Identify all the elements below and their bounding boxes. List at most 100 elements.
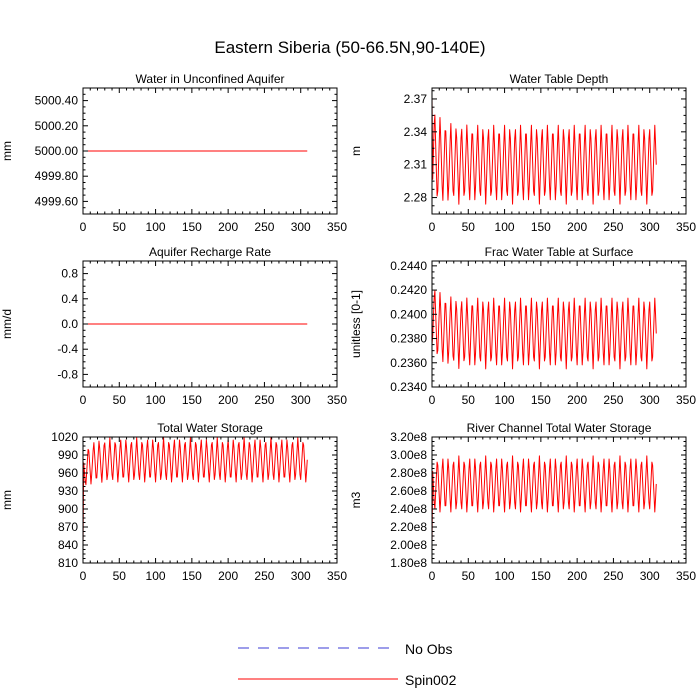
x-tick-label: 0 xyxy=(429,220,436,234)
y-tick-label: 0.0 xyxy=(61,317,78,331)
x-tick-label: 50 xyxy=(462,393,476,407)
panel-5: Total Water Storage mm 0 50 100 150 200 250 300 3… xyxy=(0,421,347,583)
legend-no-obs-label: No Obs xyxy=(405,641,452,657)
x-tick-label: 150 xyxy=(182,220,202,234)
panel-title: Frac Water Table at Surface xyxy=(485,245,634,259)
x-tick-label: 200 xyxy=(218,220,238,234)
y-tick-label: 5000.00 xyxy=(35,144,79,158)
panels: Water in Unconfined Aquifer mm 0 50 100 150 20… xyxy=(0,72,696,583)
x-tick-label: 100 xyxy=(495,569,515,583)
x-tick-label: 300 xyxy=(640,393,660,407)
x-tick-label: 250 xyxy=(603,220,623,234)
y-tick-label: 0.4 xyxy=(61,292,78,306)
y-tick-label: 0.2420 xyxy=(390,283,427,297)
x-tick-label: 350 xyxy=(327,569,347,583)
x-tick-label: 0 xyxy=(80,220,87,234)
x-tick-label: 250 xyxy=(254,393,274,407)
x-tick-label: 300 xyxy=(640,220,660,234)
x-tick-label: 350 xyxy=(676,569,696,583)
y-tick-label: 2.37 xyxy=(404,92,428,106)
x-tick-label: 0 xyxy=(429,393,436,407)
y-tick-label: 2.40e8 xyxy=(390,502,427,516)
panel-title: Aquifer Recharge Rate xyxy=(149,245,271,259)
x-tick-label: 150 xyxy=(531,393,551,407)
x-tick-label: 250 xyxy=(254,220,274,234)
x-tick-label: 50 xyxy=(113,569,127,583)
y-tick-label: 810 xyxy=(58,556,78,570)
y-tick-label: 2.00e8 xyxy=(390,538,427,552)
x-tick-label: 300 xyxy=(291,393,311,407)
y-tick-label: 840 xyxy=(58,538,78,552)
x-tick-label: 0 xyxy=(429,569,436,583)
x-tick-label: 300 xyxy=(291,569,311,583)
y-tick-label: 2.60e8 xyxy=(390,484,427,498)
series-line-spin002 xyxy=(82,437,308,547)
x-tick-label: 100 xyxy=(495,220,515,234)
figure-title: Eastern Siberia (50-66.5N,90-140E) xyxy=(214,38,485,57)
y-tick-label: 1.80e8 xyxy=(390,556,427,570)
x-tick-label: 250 xyxy=(254,569,274,583)
y-tick-label: 0.2360 xyxy=(390,356,427,370)
x-tick-label: 350 xyxy=(327,220,347,234)
x-tick-label: 150 xyxy=(182,569,202,583)
x-tick-label: 150 xyxy=(182,393,202,407)
y-tick-label: 4999.80 xyxy=(35,169,79,183)
y-tick-label: 2.31 xyxy=(404,158,428,172)
x-tick-label: 250 xyxy=(603,569,623,583)
y-axis-label: mm/d xyxy=(0,309,14,339)
x-tick-label: 50 xyxy=(462,220,476,234)
y-tick-label: 0.2340 xyxy=(390,380,427,394)
y-axis-label: unitless [0-1] xyxy=(349,290,363,358)
x-tick-label: 50 xyxy=(113,393,127,407)
panel-2: Water Table Depth m 0 50 100 150 200 250 300 350 2… xyxy=(349,72,696,234)
y-axis-label: m xyxy=(349,146,363,156)
x-tick-label: 200 xyxy=(567,393,587,407)
y-tick-label: 3.20e8 xyxy=(390,430,427,444)
y-tick-label: 900 xyxy=(58,502,78,516)
plot-frame xyxy=(431,260,687,388)
y-axis-label: mm xyxy=(0,141,14,161)
x-tick-label: 200 xyxy=(218,569,238,583)
x-tick-label: 350 xyxy=(676,393,696,407)
legend-spin002-label: Spin002 xyxy=(405,672,457,688)
series-line-spin002 xyxy=(431,290,657,370)
y-tick-label: 870 xyxy=(58,520,78,534)
legend: No Obs Spin002 xyxy=(238,641,457,688)
x-tick-label: 150 xyxy=(531,569,551,583)
x-tick-label: 0 xyxy=(80,569,87,583)
x-tick-label: 200 xyxy=(567,220,587,234)
x-tick-label: 350 xyxy=(676,220,696,234)
x-tick-label: 150 xyxy=(531,220,551,234)
y-tick-label: 0.2400 xyxy=(390,307,427,321)
x-tick-label: 300 xyxy=(291,220,311,234)
y-tick-label: 2.28 xyxy=(404,191,428,205)
y-tick-label: 4999.60 xyxy=(35,194,79,208)
x-tick-label: 50 xyxy=(113,220,127,234)
x-tick-label: 250 xyxy=(603,393,623,407)
plot-frame xyxy=(431,87,687,215)
y-tick-label: 2.80e8 xyxy=(390,466,427,480)
panel-3: Aquifer Recharge Rate mm/d 0 50 100 150 200 250… xyxy=(0,245,347,407)
y-tick-label: -0.8 xyxy=(57,367,78,381)
y-tick-label: 1020 xyxy=(51,430,78,444)
x-tick-label: 350 xyxy=(327,393,347,407)
panel-title: Total Water Storage xyxy=(157,421,263,435)
y-tick-label: -0.4 xyxy=(57,342,78,356)
y-axis-label: mm xyxy=(0,490,14,510)
y-tick-label: 960 xyxy=(58,466,78,480)
x-tick-label: 100 xyxy=(146,393,166,407)
series-line-spin002 xyxy=(431,455,657,546)
panel-title: Water in Unconfined Aquifer xyxy=(136,72,285,86)
y-axis-label: m3 xyxy=(349,491,363,508)
panel-1: Water in Unconfined Aquifer mm 0 50 100 150 20… xyxy=(0,72,347,234)
x-tick-label: 200 xyxy=(567,569,587,583)
panel-title: Water Table Depth xyxy=(510,72,609,86)
panel-title: River Channel Total Water Storage xyxy=(467,421,652,435)
y-tick-label: 990 xyxy=(58,448,78,462)
x-tick-label: 300 xyxy=(640,569,660,583)
x-tick-label: 100 xyxy=(146,220,166,234)
panel-6: River Channel Total Water Storage m3 0 50 10… xyxy=(349,421,696,583)
y-tick-label: 0.8 xyxy=(61,267,78,281)
y-tick-label: 0.2380 xyxy=(390,332,427,346)
x-tick-label: 0 xyxy=(80,393,87,407)
